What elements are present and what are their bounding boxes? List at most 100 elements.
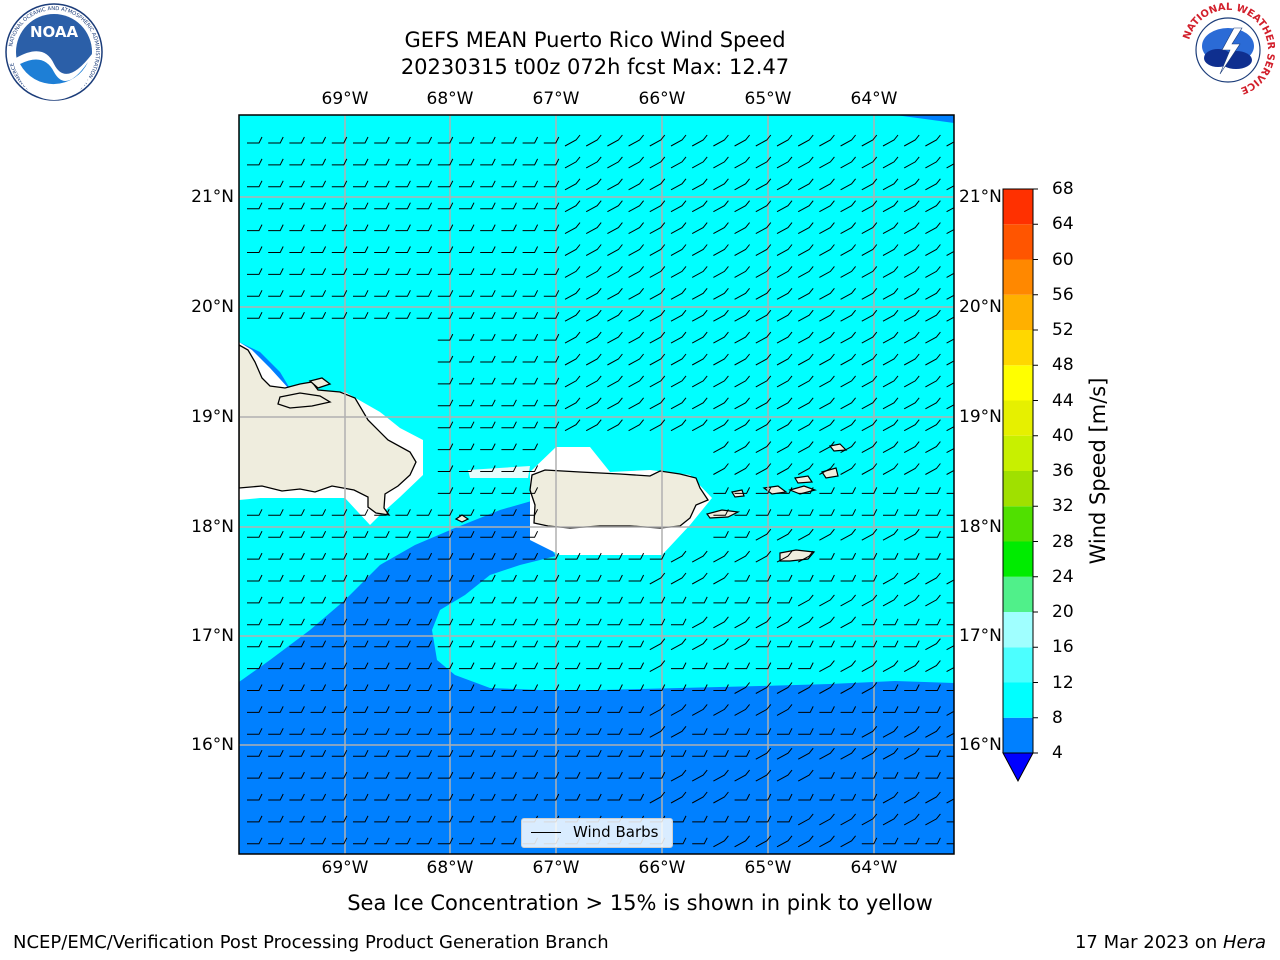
wind-barb bbox=[395, 290, 411, 297]
wind-barb bbox=[649, 749, 666, 757]
wind-barb bbox=[374, 158, 390, 166]
wind-barb bbox=[734, 266, 750, 278]
wind-barb bbox=[628, 419, 644, 432]
wind-barb bbox=[671, 618, 687, 626]
wind-barb bbox=[289, 728, 305, 735]
wind-barb bbox=[459, 421, 475, 429]
wind-barb bbox=[755, 747, 772, 760]
wind-barb bbox=[459, 246, 475, 253]
wind-barb bbox=[713, 638, 729, 651]
colorbar-tick-label: 56 bbox=[1052, 284, 1074, 305]
wind-barb bbox=[883, 640, 899, 648]
wind-barb bbox=[734, 793, 751, 801]
wind-barb bbox=[395, 749, 411, 757]
wind-barb bbox=[776, 156, 793, 169]
wind-barb bbox=[861, 594, 878, 607]
wind-barb bbox=[755, 375, 772, 388]
land-mona bbox=[454, 514, 470, 523]
wind-barb bbox=[480, 268, 496, 275]
wind-barb bbox=[289, 202, 305, 210]
wind-barb bbox=[628, 397, 644, 410]
wind-barb bbox=[501, 202, 517, 210]
wind-barb bbox=[628, 309, 644, 322]
wind-barb bbox=[416, 815, 433, 823]
legend: Wind Barbs bbox=[521, 818, 673, 848]
wind-barb bbox=[819, 509, 835, 516]
wind-barb bbox=[585, 375, 602, 388]
wind-barb bbox=[607, 706, 623, 713]
wind-barb bbox=[289, 136, 305, 144]
wind-barb bbox=[797, 594, 814, 607]
wind-barb bbox=[882, 441, 899, 454]
land-vieques bbox=[705, 509, 741, 519]
wind-barb bbox=[501, 793, 517, 801]
wind-barb bbox=[374, 640, 390, 648]
wind-barb bbox=[903, 594, 920, 607]
wind-barb bbox=[734, 134, 750, 147]
wind-barb bbox=[925, 287, 941, 300]
wind-barb bbox=[501, 333, 517, 341]
wind-barb bbox=[480, 377, 496, 385]
wind-barb bbox=[840, 309, 856, 322]
wind-barb bbox=[247, 815, 263, 823]
wind-barb bbox=[353, 574, 369, 582]
lat-label-left-4: 17°N bbox=[191, 626, 234, 646]
wind-barb bbox=[925, 375, 941, 388]
wind-barb bbox=[374, 815, 390, 823]
wind-barb bbox=[247, 530, 263, 538]
wind-field-4-8-south bbox=[239, 500, 954, 854]
wind-barb bbox=[946, 798, 954, 804]
wind-barb bbox=[671, 815, 687, 823]
wind-barb bbox=[607, 200, 623, 213]
wind-barb bbox=[649, 704, 666, 716]
wind-barb bbox=[925, 509, 941, 516]
wind-barb bbox=[543, 771, 560, 779]
wind-barb bbox=[734, 616, 750, 629]
wind-barb bbox=[331, 180, 348, 188]
wind-barb bbox=[310, 158, 327, 166]
wind-barb bbox=[713, 550, 729, 563]
wind-barb bbox=[247, 202, 263, 210]
wind-barb bbox=[713, 244, 729, 256]
wind-barb bbox=[353, 158, 369, 166]
map-frame bbox=[238, 114, 955, 855]
wind-barb bbox=[903, 353, 920, 366]
wind-barb bbox=[310, 706, 327, 713]
wind-barb bbox=[776, 747, 793, 760]
wind-barb bbox=[925, 331, 941, 344]
wind-barb bbox=[819, 397, 835, 410]
wind-barb bbox=[628, 156, 644, 169]
footer-date-text: 17 Mar 2023 on bbox=[1074, 932, 1223, 953]
wind-barb bbox=[882, 594, 899, 607]
wind-barb bbox=[776, 441, 793, 454]
wind-barb bbox=[649, 353, 666, 366]
wind-barb bbox=[755, 769, 772, 782]
wind-barb bbox=[353, 640, 369, 648]
wind-barb bbox=[692, 596, 708, 604]
wind-barb bbox=[691, 791, 708, 804]
wind-barb bbox=[903, 813, 920, 826]
colorbar-tick-label: 32 bbox=[1052, 496, 1074, 517]
wind-barb bbox=[416, 574, 433, 582]
wind-barb bbox=[480, 136, 496, 144]
lon-label-top-0: 69°W bbox=[321, 89, 369, 109]
wind-barb bbox=[395, 224, 411, 232]
wind-barb bbox=[247, 268, 263, 275]
wind-barb bbox=[501, 180, 517, 188]
wind-barb bbox=[585, 244, 602, 256]
wind-barb bbox=[797, 550, 814, 563]
wind-barb bbox=[734, 530, 751, 538]
wind-barb bbox=[671, 684, 687, 691]
wind-barb bbox=[819, 706, 835, 713]
wind-barb bbox=[586, 552, 602, 560]
wind-barb bbox=[734, 682, 750, 694]
wind-barb bbox=[289, 246, 305, 253]
wind-barb bbox=[904, 552, 920, 560]
wind-barb bbox=[501, 771, 517, 779]
wind-barb bbox=[946, 163, 954, 169]
wind-barb bbox=[755, 487, 772, 494]
wind-barb bbox=[331, 574, 348, 582]
colorbar-segment-52-56 bbox=[1003, 294, 1033, 330]
wind-barb bbox=[585, 397, 602, 410]
wind-barb bbox=[437, 202, 454, 210]
